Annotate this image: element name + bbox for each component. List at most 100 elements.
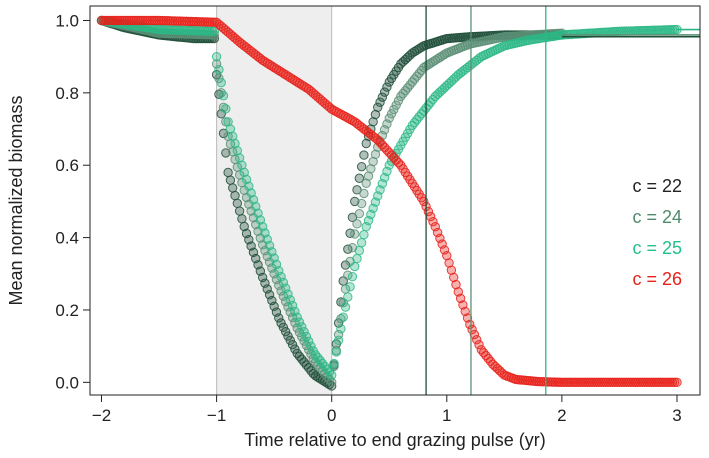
series-3-point [449, 272, 459, 283]
series-2-point [221, 104, 231, 114]
series-2-point [294, 317, 305, 327]
series-2-point [237, 160, 247, 170]
series-2-point [211, 51, 222, 62]
series-0-point [262, 284, 272, 294]
series-0-point [280, 326, 291, 337]
series-0-point [267, 295, 277, 306]
series-1-point [391, 100, 401, 110]
series-0-point [375, 97, 385, 107]
series-0-point [274, 313, 284, 323]
series-1-point [389, 104, 399, 115]
series-3-point [444, 258, 454, 268]
series-2-point [301, 331, 312, 342]
y-tick-label: 0.0 [55, 373, 79, 392]
series-3-point [472, 334, 482, 345]
series-1-point [384, 113, 394, 123]
series-0-point [271, 307, 282, 317]
series-0-point [260, 278, 270, 288]
legend-entry-3: c = 26 [632, 269, 682, 289]
series-0-point [278, 322, 289, 333]
series-0-point [287, 340, 298, 350]
x-tick-label: 3 [672, 406, 681, 425]
series-3 [96, 15, 682, 388]
series-0-point [228, 183, 238, 193]
series-1-point [352, 219, 362, 229]
y-tick-label: 0.2 [55, 301, 79, 320]
legend-entry-1: c = 24 [632, 207, 682, 227]
series-3-point [442, 250, 452, 261]
series-2 [96, 15, 682, 380]
series-3-point [428, 216, 438, 227]
series-2-point [214, 64, 224, 75]
series-2-point [283, 289, 293, 299]
series-3-point [430, 222, 440, 232]
series-3-point [669, 377, 680, 388]
series-1-point [356, 198, 367, 209]
series-2-point [299, 326, 309, 337]
series-2-point [228, 131, 238, 141]
series-2-point [354, 245, 365, 256]
series-2-point [209, 26, 220, 37]
x-tick-label: 1 [442, 406, 451, 425]
series-0-point [373, 102, 383, 113]
series-0-point [221, 148, 231, 158]
series-2-point [336, 324, 346, 334]
legend: c = 22 c = 24 c = 25 c = 26 [632, 176, 682, 289]
series-1-point [354, 209, 365, 219]
series-2-point [216, 78, 226, 88]
series-3-point [437, 239, 447, 249]
series-0-point [225, 175, 236, 185]
series-3-point [672, 377, 682, 388]
series-0-point [230, 190, 240, 201]
series-1-point [350, 229, 360, 239]
series-0-point [356, 161, 367, 172]
series-2-point [292, 312, 302, 322]
x-axis: −2 −1 0 1 2 3 [92, 395, 682, 425]
series-2-point [239, 167, 249, 178]
series-0-point [379, 87, 390, 97]
series-3-point [209, 17, 220, 27]
series-2-point [223, 117, 233, 127]
series-1-point [211, 59, 222, 69]
x-tick-label: −2 [92, 406, 111, 425]
series-0-point [377, 92, 388, 102]
y-axis: 0.0 0.2 0.4 0.6 0.8 1.0 [55, 11, 90, 392]
series-2-point [276, 271, 286, 282]
series-0-point [237, 214, 247, 224]
series-2-point [225, 124, 236, 134]
series-1-point [361, 178, 371, 189]
series-2-point [303, 336, 314, 347]
series-2-point [340, 302, 351, 312]
series-2-point [306, 341, 316, 351]
series-2-point [218, 91, 229, 101]
series-0-point [232, 198, 243, 209]
series-2-point [232, 146, 243, 156]
series-1-point [379, 125, 390, 135]
series-2-point [359, 230, 369, 240]
series-0-point [269, 301, 279, 312]
series-0-point [234, 206, 245, 216]
series-2-point [297, 322, 307, 332]
series-2-point [278, 277, 289, 288]
series-2-point [356, 237, 367, 248]
series-0-point [223, 167, 233, 178]
series-1-point [221, 117, 231, 127]
x-tick-label: 2 [557, 406, 566, 425]
x-tick-label: −1 [207, 406, 226, 425]
series-1-point [327, 377, 337, 388]
x-axis-label: Time relative to end grazing pulse (yr) [244, 430, 545, 450]
reference-lines [425, 6, 700, 395]
series-1-point [373, 142, 383, 152]
series-0-point [382, 82, 392, 92]
series-1-point [368, 156, 378, 167]
y-tick-label: 0.6 [55, 156, 79, 175]
series-2-point [327, 370, 337, 380]
series-2-point [350, 261, 360, 272]
series-2-point [343, 292, 353, 302]
series-3-point [432, 227, 443, 238]
x-tick-label: 0 [327, 406, 336, 425]
series-0-point [257, 272, 268, 283]
series-1-point [363, 171, 374, 181]
series-1-point [386, 109, 397, 119]
series-2-point [207, 26, 217, 36]
